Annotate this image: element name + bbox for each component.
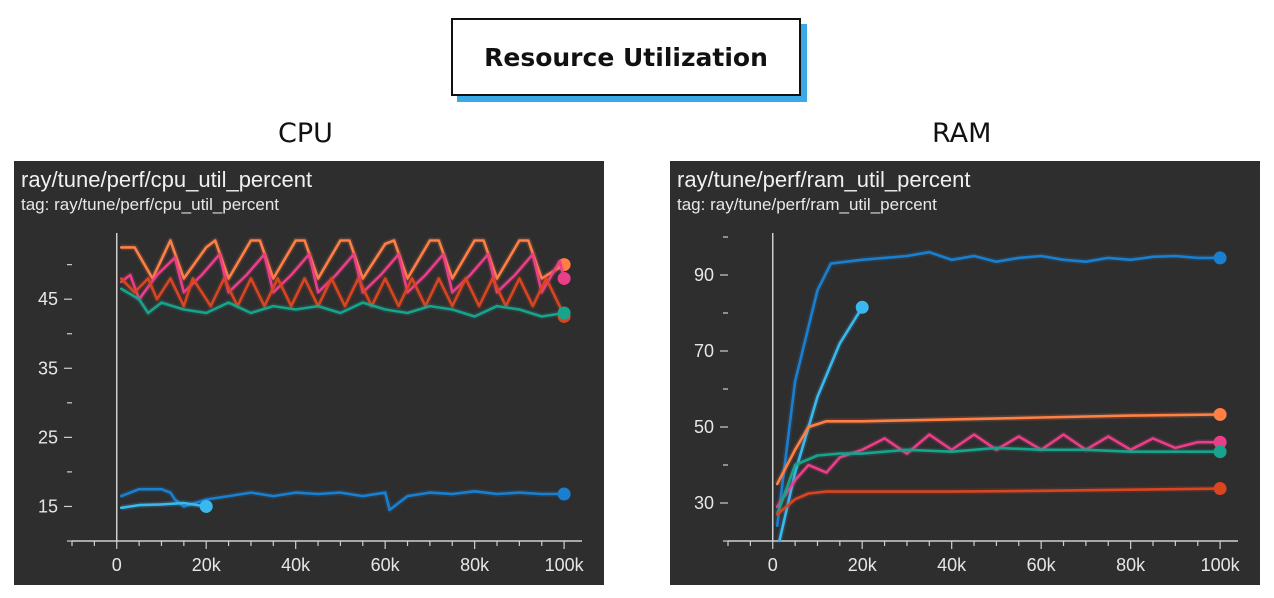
series-line (119, 487, 566, 512)
y-tick-label: 70 (694, 341, 714, 361)
x-tick-label: 100k (545, 555, 585, 575)
series-line (775, 487, 1222, 516)
x-tick-label: 100k (1201, 555, 1241, 575)
x-tick-label: 40k (937, 555, 967, 575)
ram-section-label: RAM (932, 118, 992, 149)
cpu-section-label: CPU (278, 118, 333, 149)
x-tick-label: 60k (371, 555, 401, 575)
series-line (119, 501, 208, 510)
y-tick-label: 25 (38, 427, 58, 447)
series-end-marker (557, 271, 571, 285)
series-end-marker (557, 487, 571, 501)
series-line (775, 413, 1222, 486)
series-line (778, 306, 864, 543)
series-shadow-line (774, 249, 1221, 527)
chart-title: ray/tune/perf/ram_util_percent (677, 167, 971, 192)
x-tick-label: 20k (848, 555, 878, 575)
y-tick-label: 30 (694, 493, 714, 513)
series-end-marker (1213, 251, 1227, 265)
x-tick-label: 80k (460, 555, 490, 575)
x-tick-label: 0 (768, 555, 778, 575)
chart-tag: tag: ray/tune/perf/ram_util_percent (677, 195, 937, 214)
series-end-marker (199, 499, 213, 513)
x-tick-label: 20k (192, 555, 222, 575)
series-line (775, 446, 1222, 516)
series-end-marker (855, 300, 869, 314)
chart-title: ray/tune/perf/cpu_util_percent (21, 167, 313, 192)
series-end-marker (1213, 407, 1227, 421)
cpu-chart-panel: ray/tune/perf/cpu_util_percent tag: ray/… (14, 161, 604, 585)
y-tick-label: 90 (694, 265, 714, 285)
chart-tag: tag: ray/tune/perf/cpu_util_percent (21, 195, 279, 214)
series-line (119, 287, 566, 318)
y-tick-label: 35 (38, 358, 58, 378)
series-end-marker (1213, 482, 1227, 496)
series-line (775, 250, 1222, 528)
series-line (119, 239, 566, 280)
x-tick-label: 40k (281, 555, 311, 575)
series-end-marker (557, 306, 571, 320)
page-title: Resource Utilization (451, 18, 801, 96)
y-tick-label: 15 (38, 496, 58, 516)
x-tick-label: 60k (1027, 555, 1057, 575)
cpu-chart-svg: 0 20k 40k 60k 80k 100k 15 25 35 45 (38, 233, 585, 575)
series-end-marker (1213, 435, 1227, 449)
y-tick-label: 50 (694, 417, 714, 437)
ram-chart-panel: ray/tune/perf/ram_util_percent tag: ray/… (670, 161, 1260, 585)
series-end-marker (1213, 445, 1227, 459)
series-line (119, 277, 566, 318)
series-line (775, 433, 1222, 509)
ram-chart-svg: 0 20k 40k 60k 80k 100k 30 50 70 90 (694, 233, 1241, 575)
y-tick-label: 45 (38, 289, 58, 309)
x-tick-label: 80k (1116, 555, 1146, 575)
x-tick-label: 0 (112, 555, 122, 575)
